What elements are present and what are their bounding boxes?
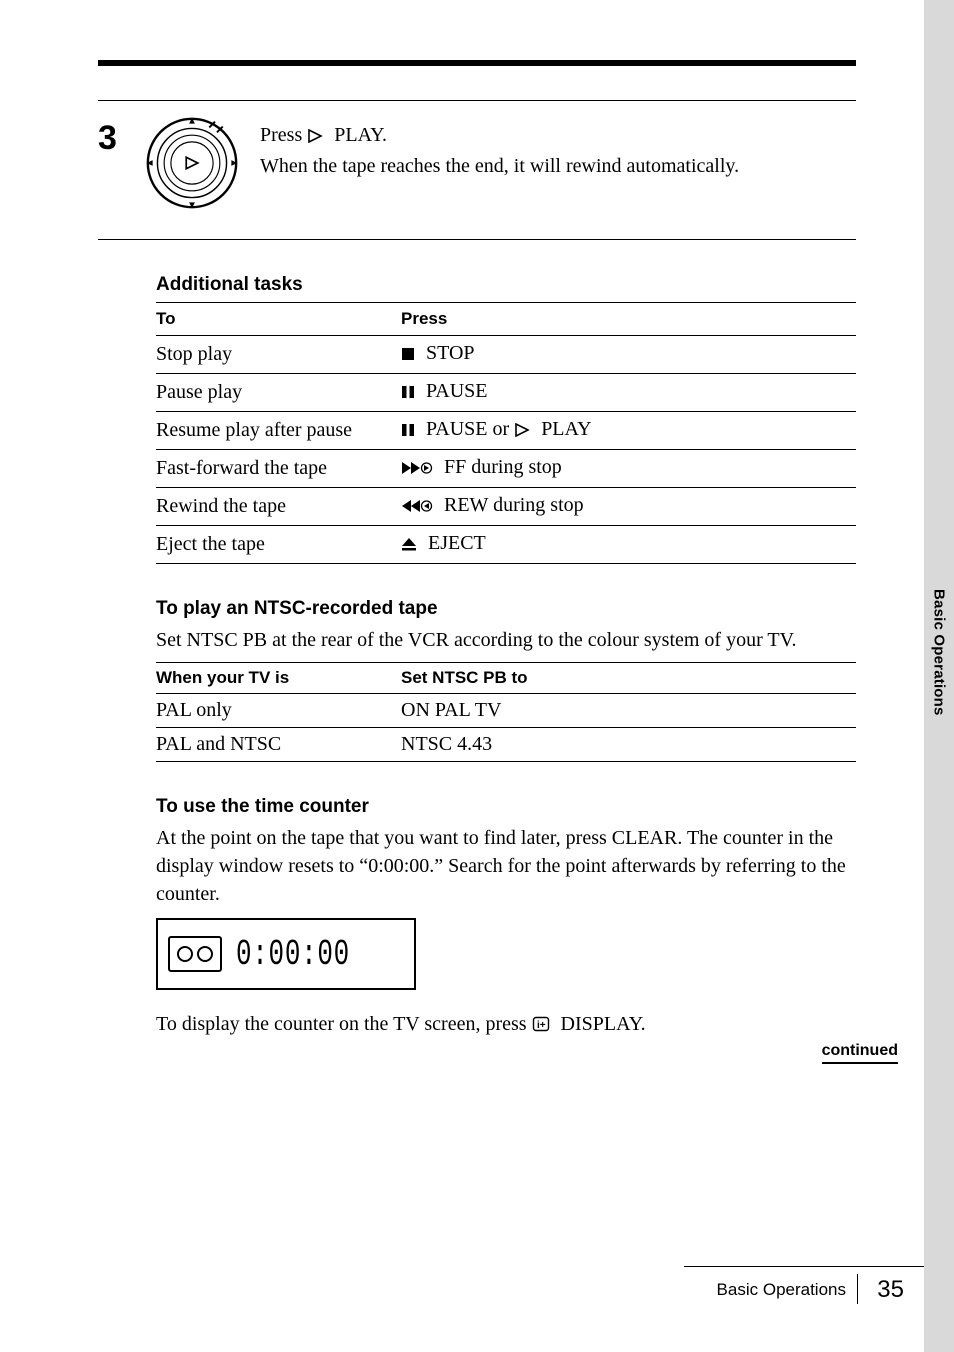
table-cell-press: EJECT <box>401 526 856 564</box>
sections: Additional tasks To Press Stop play STOP… <box>156 274 856 1040</box>
table-cell-press: STOP <box>401 336 856 374</box>
step-3-row: 3 <box>98 100 856 239</box>
footer-divider <box>857 1274 859 1304</box>
ntsc-body: Set NTSC PB at the rear of the VCR accor… <box>156 626 856 654</box>
table-cell-to: Stop play <box>156 336 401 374</box>
step-text: Press PLAY. When the tape reaches the en… <box>260 115 739 181</box>
page: 3 <box>0 0 954 1352</box>
svg-text:i+: i+ <box>537 1020 546 1031</box>
table-cell-set: NTSC 4.43 <box>401 728 856 762</box>
counter-digits: 0:00:00 <box>236 934 394 975</box>
text: DISPLAY. <box>561 1013 646 1035</box>
table-cell-press: REW during stop <box>401 488 856 526</box>
table-cell-to: Rewind the tape <box>156 488 401 526</box>
jog-dial-illustration <box>144 115 240 211</box>
text: PLAY. <box>334 124 387 146</box>
text: Press <box>260 124 307 146</box>
play-icon <box>307 123 323 152</box>
header-rule <box>98 60 856 66</box>
table-cell-when: PAL and NTSC <box>156 728 401 762</box>
table-cell-press: PAUSE or PLAY <box>401 412 856 450</box>
divider <box>98 239 856 240</box>
display-icon: i+ <box>532 1012 550 1040</box>
side-tab-label: Basic Operations <box>931 589 948 716</box>
table-cell-to: Resume play after pause <box>156 412 401 450</box>
table-cell-set: ON PAL TV <box>401 694 856 728</box>
rew-icon <box>401 496 433 519</box>
additional-tasks-heading: Additional tasks <box>156 274 856 296</box>
col-to: To <box>156 303 401 336</box>
pause-icon <box>401 420 415 443</box>
step-number: 3 <box>98 121 138 155</box>
page-number: 35 <box>877 1276 904 1304</box>
stop-icon <box>401 344 415 367</box>
counter-heading: To use the time counter <box>156 796 856 818</box>
vfd-display: 0:00:00 <box>156 918 416 990</box>
table-cell-to: Fast-forward the tape <box>156 450 401 488</box>
table-cell-press: FF during stop <box>401 450 856 488</box>
side-tab: Basic Operations <box>924 555 954 750</box>
continued-label: continued <box>822 1042 898 1064</box>
additional-tasks-table: To Press Stop play STOPPause play PAUSER… <box>156 302 856 564</box>
table-cell-press: PAUSE <box>401 374 856 412</box>
ff-icon <box>401 458 433 481</box>
table-cell-to: Eject the tape <box>156 526 401 564</box>
cassette-icon <box>168 936 222 972</box>
col-press: Press <box>401 303 856 336</box>
footer-rule <box>684 1266 924 1267</box>
pause-icon <box>401 382 415 405</box>
col-set: Set NTSC PB to <box>401 663 856 694</box>
ntsc-table: When your TV is Set NTSC PB to PAL onlyO… <box>156 662 856 762</box>
counter-body: At the point on the tape that you want t… <box>156 824 856 908</box>
eject-icon <box>401 534 417 557</box>
ntsc-heading: To play an NTSC-recorded tape <box>156 598 856 620</box>
step-line-2: When the tape reaches the end, it will r… <box>260 152 739 181</box>
text: To display the counter on the TV screen,… <box>156 1013 532 1035</box>
footer-section: Basic Operations <box>717 1280 846 1300</box>
counter-after: To display the counter on the TV screen,… <box>156 1010 856 1040</box>
reel-icon <box>177 946 193 962</box>
col-when: When your TV is <box>156 663 401 694</box>
table-cell-to: Pause play <box>156 374 401 412</box>
page-footer: Basic Operations 35 <box>0 1276 954 1306</box>
content-column: 3 <box>98 100 856 1040</box>
play-icon <box>514 420 530 443</box>
table-cell-when: PAL only <box>156 694 401 728</box>
step-line-1: Press PLAY. <box>260 121 739 152</box>
reel-icon <box>197 946 213 962</box>
